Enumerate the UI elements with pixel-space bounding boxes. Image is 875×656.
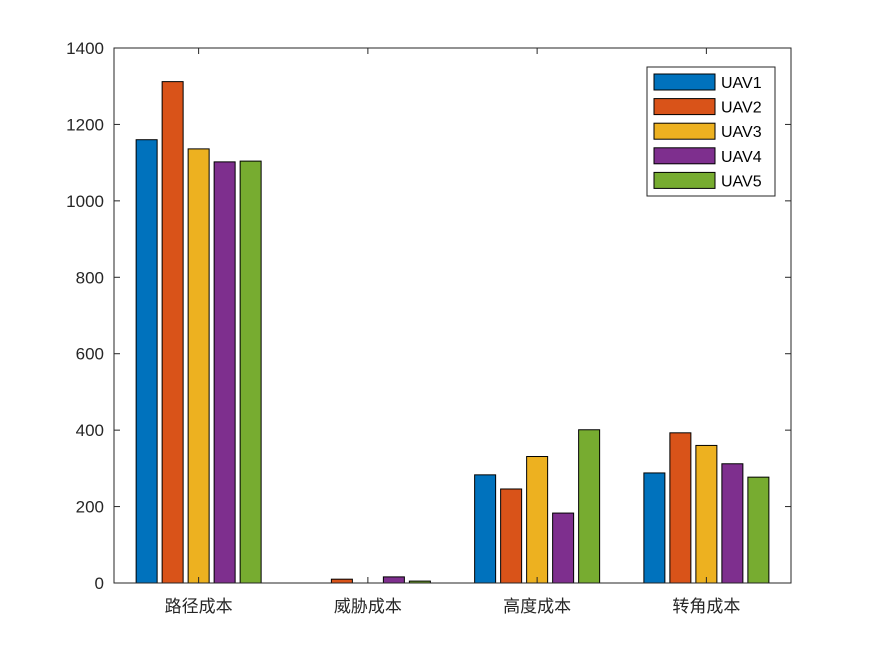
- x-tick-label: 转角成本: [672, 597, 740, 617]
- y-tick-label: 200: [76, 498, 104, 517]
- y-tick-label: 0: [95, 574, 104, 593]
- legend-swatch-uav5: [653, 171, 716, 189]
- bar-uav4-0: [213, 161, 236, 584]
- x-tick-label: 威胁成本: [334, 597, 402, 617]
- legend-swatch-uav4: [653, 147, 716, 165]
- bar-uav2-0: [161, 81, 184, 584]
- x-tick-label: 路径成本: [165, 597, 233, 617]
- bar-uav2-3: [669, 432, 692, 584]
- bar-uav4-2: [552, 512, 575, 584]
- y-tick-label: 600: [76, 345, 104, 364]
- axes-group: 路径成本 威胁成本 高度成本 转角成本 0 200 400 600 800 1000 1200 140…: [66, 39, 792, 617]
- bar-uav1-3: [643, 472, 666, 584]
- bars-group: [135, 81, 770, 584]
- bar-uav5-2: [578, 429, 601, 584]
- axes-box: [113, 47, 792, 584]
- bar-uav4-3: [721, 463, 744, 584]
- legend-label-uav4: UAV4: [721, 149, 762, 166]
- y-tick-label: 1200: [66, 115, 104, 134]
- bar-uav2-2: [500, 488, 523, 584]
- bar-uav2-1: [330, 578, 353, 584]
- bar-uav4-1: [382, 576, 405, 584]
- bar-uav5-0: [239, 160, 262, 584]
- bar-uav5-3: [747, 476, 770, 584]
- bar-uav3-0: [187, 148, 210, 584]
- legend: UAV1 UAV2 UAV3 UAV4 UAV5: [646, 66, 776, 197]
- legend-swatch-uav2: [653, 98, 716, 116]
- bar-uav3-2: [526, 456, 549, 584]
- y-tick-label: 800: [76, 268, 104, 287]
- legend-label-uav5: UAV5: [721, 173, 762, 190]
- legend-label-uav3: UAV3: [721, 124, 762, 141]
- bar-uav1-0: [135, 139, 158, 584]
- bar-uav1-2: [474, 474, 497, 584]
- legend-label-uav1: UAV1: [721, 75, 762, 92]
- legend-label-uav2: UAV2: [721, 100, 762, 117]
- bar-uav3-3: [695, 444, 718, 584]
- y-tick-label: 400: [76, 421, 104, 440]
- legend-swatch-uav1: [653, 73, 716, 91]
- y-tick-label: 1000: [66, 192, 104, 211]
- y-tick-label: 1400: [66, 39, 104, 58]
- x-tick-label: 高度成本: [503, 597, 571, 617]
- legend-swatch-uav3: [653, 122, 716, 140]
